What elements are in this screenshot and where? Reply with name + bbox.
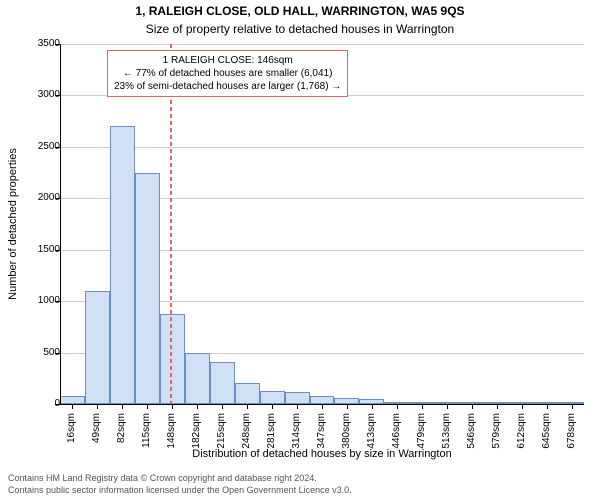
x-tick-mark — [272, 404, 273, 409]
y-tick-label: 3000 — [10, 90, 60, 100]
y-tick-label: 3500 — [10, 39, 60, 49]
chart-title-line2: Size of property relative to detached ho… — [0, 22, 600, 36]
x-tick-mark — [497, 404, 498, 409]
annotation-line: 1 RALEIGH CLOSE: 146sqm — [114, 54, 341, 67]
x-tick-mark — [372, 404, 373, 409]
y-tick-label: 1000 — [10, 296, 60, 306]
x-tick-mark — [222, 404, 223, 409]
histogram-bar — [135, 173, 160, 404]
x-tick-mark — [322, 404, 323, 409]
reference-line — [170, 44, 172, 404]
x-tick-mark — [172, 404, 173, 409]
y-tick-label: 1500 — [10, 245, 60, 255]
x-tick-mark — [422, 404, 423, 409]
histogram-bar — [110, 126, 135, 404]
x-tick-mark — [297, 404, 298, 409]
chart-container: 1, RALEIGH CLOSE, OLD HALL, WARRINGTON, … — [0, 0, 600, 500]
grid-line — [60, 147, 584, 148]
y-tick-label: 500 — [10, 348, 60, 358]
x-tick-mark — [397, 404, 398, 409]
histogram-bar — [235, 383, 260, 404]
footer-attribution: Contains HM Land Registry data © Crown c… — [8, 472, 352, 496]
x-tick-mark — [197, 404, 198, 409]
y-tick-label: 0 — [10, 399, 60, 409]
plot-area — [60, 44, 584, 404]
x-tick-mark — [347, 404, 348, 409]
x-tick-mark — [72, 404, 73, 409]
histogram-bar — [60, 396, 85, 404]
annotation-line: ← 77% of detached houses are smaller (6,… — [114, 67, 341, 80]
x-tick-mark — [447, 404, 448, 409]
y-axis-line — [60, 44, 61, 404]
x-tick-mark — [522, 404, 523, 409]
x-tick-mark — [147, 404, 148, 409]
x-tick-mark — [547, 404, 548, 409]
histogram-bar — [85, 291, 110, 404]
annotation-line: 23% of semi-detached houses are larger (… — [114, 80, 341, 93]
y-tick-label: 2000 — [10, 193, 60, 203]
histogram-bar — [310, 396, 335, 404]
histogram-bar — [160, 314, 185, 405]
histogram-bar — [285, 392, 310, 404]
x-axis-label: Distribution of detached houses by size … — [60, 448, 584, 460]
chart-title-line1: 1, RALEIGH CLOSE, OLD HALL, WARRINGTON, … — [0, 4, 600, 18]
histogram-bar — [185, 353, 210, 404]
x-tick-mark — [472, 404, 473, 409]
grid-line — [60, 44, 584, 45]
histogram-bar — [260, 391, 285, 404]
y-tick-label: 2500 — [10, 142, 60, 152]
x-tick-mark — [247, 404, 248, 409]
x-tick-mark — [122, 404, 123, 409]
annotation-callout: 1 RALEIGH CLOSE: 146sqm← 77% of detached… — [107, 50, 348, 97]
x-tick-mark — [97, 404, 98, 409]
histogram-bar — [210, 362, 235, 404]
x-tick-mark — [572, 404, 573, 409]
